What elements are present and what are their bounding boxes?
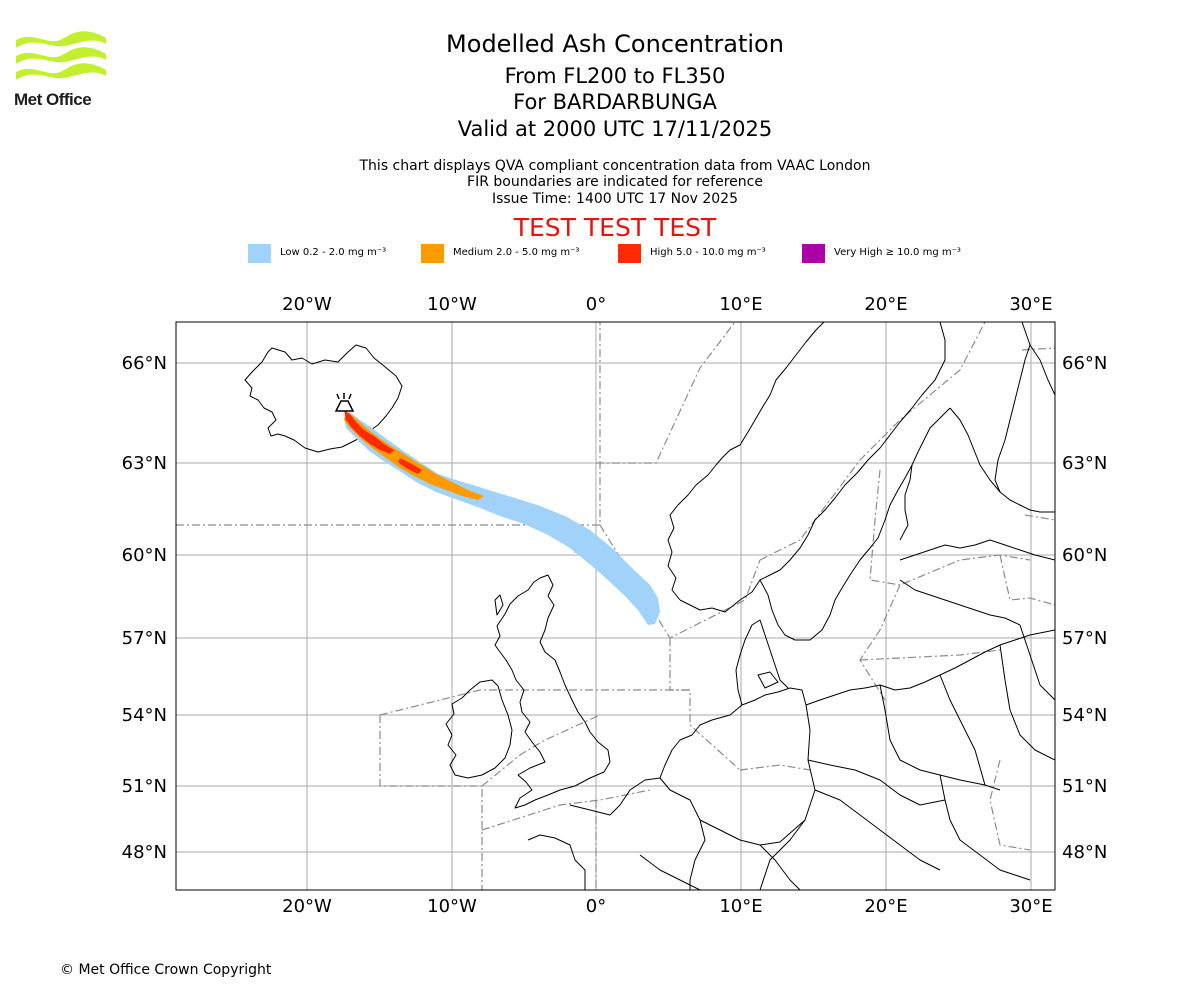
met-office-logo-text: Met Office [14,90,92,109]
lon-top-10e: 10°E [719,294,762,315]
legend-swatch-high [618,244,641,263]
lon-bottom-20w: 20°W [282,896,332,917]
issue-time-note: Issue Time: 1400 UTC 17 Nov 2025 [491,191,739,207]
copyright-footer: © Met Office Crown Copyright [60,962,272,978]
lat-left-51n: 51°N [122,776,167,797]
fir-note: FIR boundaries are indicated for referen… [467,174,763,190]
met-office-logo: Met Office [14,30,108,112]
lon-top-0: 0° [586,294,606,315]
lat-left-66n: 66°N [122,353,167,374]
test-banner: TEST TEST TEST [513,213,717,242]
lat-right-51n: 51°N [1062,776,1107,797]
lon-bottom-20e: 20°E [864,896,907,917]
legend-label-medium: Medium 2.0 - 5.0 mg m⁻³ [453,247,580,258]
plume-medium [344,412,484,500]
lon-bottom-0: 0° [586,896,606,917]
lat-right-66n: 66°N [1062,353,1107,374]
lat-left-54n: 54°N [122,705,167,726]
lat-left-57n: 57°N [122,628,167,649]
lon-top-10w: 10°W [427,294,477,315]
volcano-icon [334,393,355,412]
lon-bottom-30e: 30°E [1009,896,1052,917]
lat-right-63n: 63°N [1062,453,1107,474]
chart-title: Modelled Ash Concentration [446,30,784,58]
valid-time-subtitle: Valid at 2000 UTC 17/11/2025 [457,117,773,141]
lon-top-20e: 20°E [864,294,907,315]
lat-right-60n: 60°N [1062,545,1107,566]
lat-left-48n: 48°N [122,842,167,863]
legend-swatch-very-high [802,244,825,263]
lat-right-48n: 48°N [1062,842,1107,863]
lat-left-60n: 60°N [122,545,167,566]
legend-label-very-high: Very High ≥ 10.0 mg m⁻³ [834,247,961,258]
legend-label-high: High 5.0 - 10.0 mg m⁻³ [650,247,766,258]
lon-top-30e: 30°E [1009,294,1052,315]
legend-swatch-medium [421,244,444,263]
plume-high-patch [398,458,422,474]
map-frame [175,321,1056,891]
qva-note: This chart displays QVA compliant concen… [359,158,871,174]
lat-right-54n: 54°N [1062,705,1107,726]
met-office-wave-icon [16,31,106,80]
ash-plume [344,410,660,625]
coastlines [244,322,1055,890]
plume-low [344,412,660,625]
lat-left-63n: 63°N [122,453,167,474]
lon-bottom-10w: 10°W [427,896,477,917]
axis-labels: 20°W 10°W 0° 10°E 20°E 30°E 20°W 10°W 0°… [122,294,1108,917]
lon-bottom-10e: 10°E [719,896,762,917]
legend-label-low: Low 0.2 - 2.0 mg m⁻³ [280,247,387,258]
flight-level-subtitle: From FL200 to FL350 [504,64,726,88]
plume-high [344,410,394,454]
lat-right-57n: 57°N [1062,628,1107,649]
legend-swatch-low [248,244,271,263]
lon-top-20w: 20°W [282,294,332,315]
volcano-subtitle: For BARDARBUNGA [513,90,717,114]
